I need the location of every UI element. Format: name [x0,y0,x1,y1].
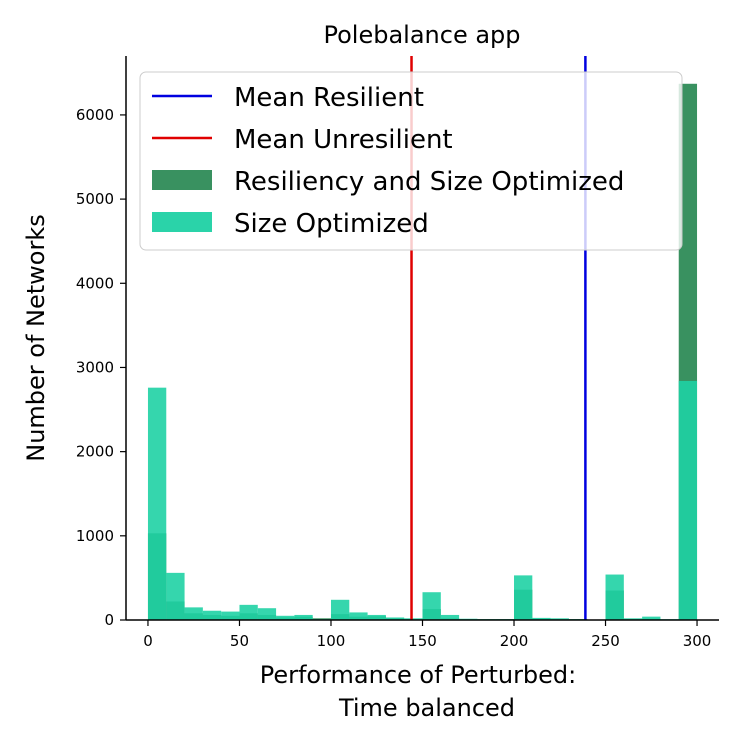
legend-label-resiliency-size-optimized: Resiliency and Size Optimized [234,167,624,197]
bar-size-optimized-15 [422,592,441,620]
bar-size-optimized-13 [385,617,405,620]
bar-size-optimized-5 [239,604,258,620]
y-tick-label-6000: 6000 [76,106,114,124]
bar-size-optimized-2 [184,607,203,620]
bar-size-optimized-7 [276,615,295,620]
x-tick-label-300: 300 [683,632,712,650]
bar-size-optimized-14 [404,618,423,620]
y-tick-label-0: 0 [104,611,114,629]
legend-label-mean-resilient: Mean Resilient [234,83,424,113]
legend-swatch-resiliency-size-optimized [152,170,212,190]
bar-size-optimized-0 [147,387,167,620]
y-tick-label-5000: 5000 [76,190,114,208]
bar-size-optimized-3 [202,610,222,620]
bars-layer [147,83,698,620]
x-axis-label-line1: Performance of Perturbed: [260,661,577,689]
y-tick-label-2000: 2000 [76,443,114,461]
x-tick-label-150: 150 [408,632,437,650]
bar-size-optimized-25 [605,574,624,620]
x-axis-label-line2: Time balanced [338,694,515,722]
bar-size-optimized-16 [440,614,460,620]
bar-size-optimized-26 [623,618,643,620]
bar-size-optimized-21 [532,617,551,620]
bar-size-optimized-1 [166,572,185,620]
x-tick-label-250: 250 [591,632,620,650]
x-tick-label-100: 100 [317,632,346,650]
bar-size-optimized-22 [550,618,569,620]
x-tick-label-50: 50 [230,632,249,650]
legend-label-mean-unresilient: Mean Unresilient [234,125,453,155]
bar-size-optimized-29 [678,380,698,620]
x-tick-label-0: 0 [143,632,153,650]
legend: Mean Resilient Mean Unresilient Resilien… [139,71,683,251]
bar-size-optimized-27 [642,616,661,620]
y-tick-label-4000: 4000 [76,274,114,292]
y-axis-label: Number of Networks [22,214,50,462]
legend-frame [139,71,683,251]
bar-size-optimized-10 [330,599,350,620]
y-tick-label-3000: 3000 [76,358,114,376]
bar-size-optimized-11 [349,612,368,620]
x-tick-label-200: 200 [500,632,529,650]
bar-size-optimized-6 [257,608,277,620]
legend-swatch-size-optimized [152,212,212,232]
y-tick-label-1000: 1000 [76,527,114,545]
bar-size-optimized-12 [367,614,386,620]
bar-size-optimized-4 [221,611,240,620]
chart-title: Polebalance app [323,21,520,49]
bar-size-optimized-20 [514,575,533,620]
legend-label-size-optimized: Size Optimized [234,209,429,239]
x-ticks: 0 50 100 150 200 250 300 [143,620,711,650]
y-ticks: 0 1000 2000 3000 4000 5000 6000 [76,106,126,629]
bar-size-optimized-8 [294,614,313,620]
